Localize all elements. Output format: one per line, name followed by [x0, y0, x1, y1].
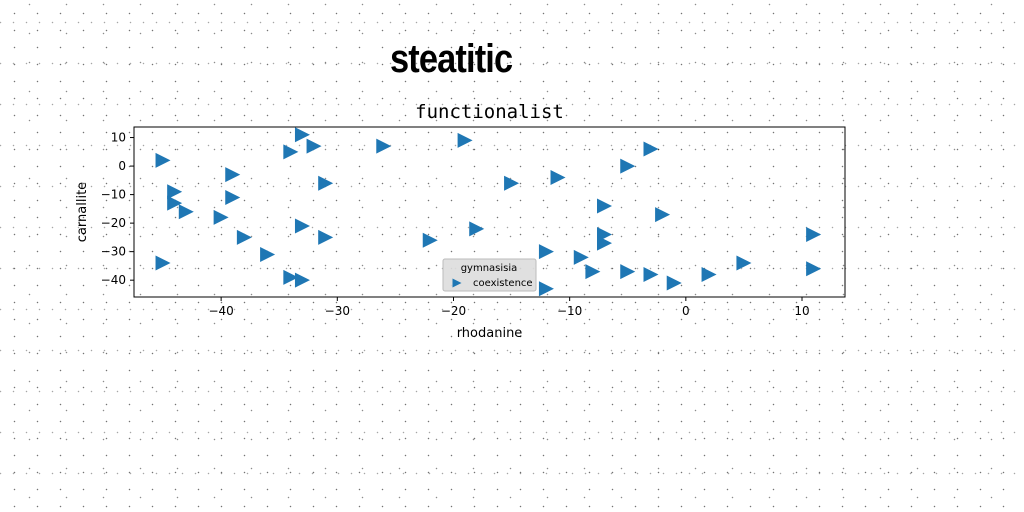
data-point	[666, 275, 682, 291]
data-point	[655, 207, 671, 223]
y-tick-label: −40	[101, 273, 126, 287]
figure-super-title: steatitic	[390, 37, 513, 81]
data-point	[294, 272, 310, 288]
x-tick-label: −20	[441, 304, 466, 318]
data-point	[318, 229, 334, 245]
data-point	[260, 247, 276, 262]
x-tick-label: −40	[208, 304, 233, 318]
x-tick-label: 0	[682, 304, 690, 318]
data-point	[573, 249, 589, 265]
data-point	[504, 175, 520, 191]
data-point	[167, 195, 183, 211]
data-point	[283, 144, 299, 160]
data-point	[806, 261, 822, 277]
legend-label-coexistence: coexistence	[473, 278, 533, 289]
y-tick-label: 10	[111, 131, 126, 145]
y-tick-label: −20	[101, 216, 126, 230]
y-axis-ticks: −40 −30 −20 −10 0 10	[101, 131, 134, 287]
chart-title: functionalist	[415, 101, 564, 123]
data-point	[167, 184, 183, 200]
x-axis-ticks: −40 −30 −20 −10 0 10	[208, 297, 810, 318]
data-point	[422, 232, 438, 248]
data-point	[620, 264, 636, 280]
data-point	[538, 281, 554, 297]
data-point	[236, 229, 252, 245]
x-axis-title: rhodanine	[457, 326, 523, 341]
data-point	[155, 152, 171, 168]
data-point	[538, 244, 554, 260]
data-point	[597, 235, 613, 251]
data-point	[155, 255, 171, 271]
legend-marker-coexistence	[452, 278, 462, 288]
data-point	[643, 266, 659, 282]
data-point	[585, 264, 601, 280]
data-point	[283, 269, 299, 285]
x-tick-label: −10	[557, 304, 582, 318]
data-point	[701, 266, 717, 282]
x-tick-label: 10	[794, 304, 809, 318]
y-tick-label: −10	[101, 188, 126, 202]
data-point	[294, 218, 310, 234]
legend-title: gymnasisia	[461, 263, 518, 274]
data-point	[469, 221, 485, 237]
data-point	[213, 209, 229, 225]
data-point	[178, 204, 194, 220]
legend-box	[442, 258, 537, 292]
y-axis-title: carnallite	[75, 182, 90, 242]
data-point	[225, 167, 241, 183]
data-point	[736, 255, 752, 271]
series-points	[155, 127, 822, 297]
y-tick-label: 0	[118, 159, 126, 173]
data-point	[225, 189, 241, 205]
data-point	[806, 227, 822, 243]
data-point	[457, 132, 473, 148]
y-tick-label: −30	[101, 245, 126, 259]
data-point	[643, 141, 659, 157]
data-point	[306, 138, 322, 154]
data-point	[376, 138, 392, 154]
legend: gymnasisia coexistence	[442, 258, 537, 292]
data-point	[620, 158, 636, 174]
plot-area-frame	[133, 126, 846, 298]
x-tick-label: −30	[325, 304, 350, 318]
data-point	[550, 169, 566, 185]
data-point	[597, 198, 613, 214]
data-point	[294, 127, 310, 143]
data-point	[318, 175, 334, 191]
